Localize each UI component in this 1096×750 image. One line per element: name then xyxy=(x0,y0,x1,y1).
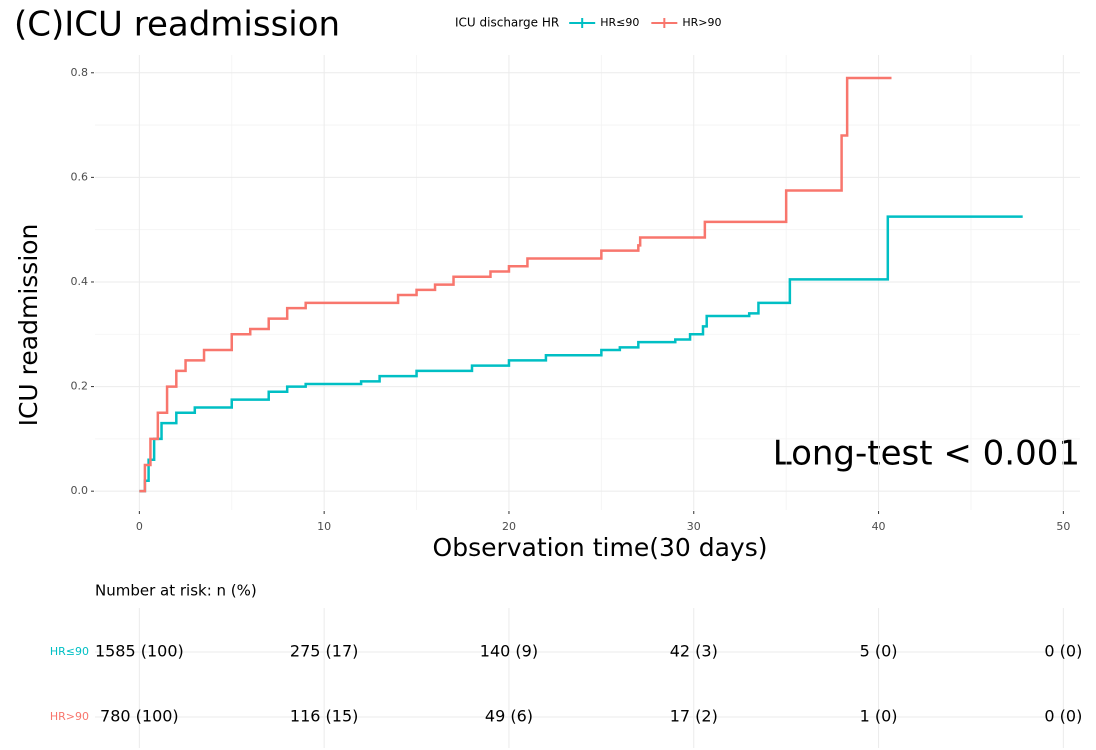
x-tick-label: 30 xyxy=(687,520,701,533)
row-label: HR>90 xyxy=(50,710,89,723)
legend-label: HR>90 xyxy=(682,16,721,29)
x-tick-label: 0 xyxy=(136,520,143,533)
table-cell: 5 (0) xyxy=(860,642,898,661)
legend-title: ICU discharge HR xyxy=(455,16,559,30)
table-cell: 140 (9) xyxy=(480,642,538,661)
chart-title: (C)ICU readmission xyxy=(14,5,340,45)
y-tick-label: 0.8 xyxy=(71,66,89,79)
table-cell: 49 (6) xyxy=(485,707,533,726)
y-tick-label: 0.4 xyxy=(71,275,89,288)
x-tick-label: 20 xyxy=(502,520,516,533)
table-cell: 17 (2) xyxy=(670,707,718,726)
step-line xyxy=(139,76,892,493)
annotation: Long-test < 0.001 xyxy=(773,434,1080,474)
table-cell: 0 (0) xyxy=(1044,707,1082,726)
y-tick-label: 0.6 xyxy=(71,170,89,183)
x-axis-label: Observation time(30 days) xyxy=(433,533,768,562)
table-cell: 1585 (100) xyxy=(95,642,184,661)
x-tick-label: 50 xyxy=(1056,520,1070,533)
risk-table-title: Number at risk: n (%) xyxy=(95,582,257,600)
table-cell: 275 (17) xyxy=(290,642,358,661)
y-axis-label: ICU readmission xyxy=(14,224,43,427)
table-cell: 0 (0) xyxy=(1044,642,1082,661)
table-cell: 1 (0) xyxy=(860,707,898,726)
y-tick-label: 0.2 xyxy=(71,380,89,393)
table-cell: 42 (3) xyxy=(670,642,718,661)
step-line xyxy=(139,215,1023,493)
legend-label: HR≤90 xyxy=(600,16,639,29)
x-tick-label: 10 xyxy=(317,520,331,533)
y-tick-label: 0.0 xyxy=(71,484,89,497)
table-cell: 116 (15) xyxy=(290,707,358,726)
x-tick-label: 40 xyxy=(872,520,886,533)
table-cell: 780 (100) xyxy=(100,707,179,726)
row-label: HR≤90 xyxy=(50,645,89,658)
